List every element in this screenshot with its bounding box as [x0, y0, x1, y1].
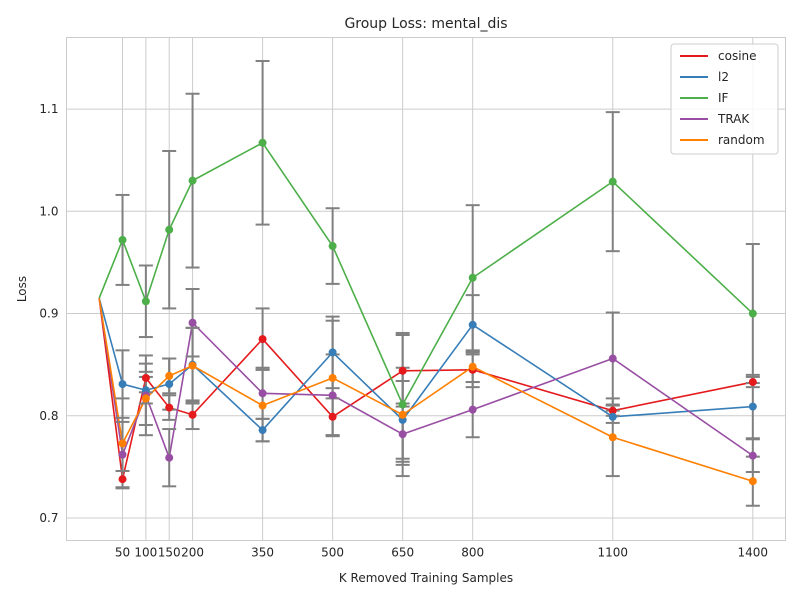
data-point-trak: [165, 453, 174, 462]
y-tick-labels: 0.7 0.8 0.9 1.0 1.1: [39, 102, 58, 525]
data-point-random: [165, 371, 174, 380]
x-tick-label: 350: [251, 546, 274, 560]
x-axis-label: K Removed Training Samples: [339, 571, 513, 585]
data-point-random: [468, 362, 477, 371]
data-point-random: [608, 433, 617, 442]
data-point-cosine: [165, 403, 174, 412]
legend-label-random: random: [718, 133, 765, 147]
x-tick-label: 650: [391, 546, 414, 560]
legend-label-cosine: cosine: [718, 49, 757, 63]
data-point-cosine: [608, 406, 617, 415]
data-point-if: [188, 176, 197, 185]
data-point-cosine: [188, 410, 197, 419]
series-points: [118, 138, 757, 486]
x-tick-label: 200: [181, 546, 204, 560]
legend-label-trak: TRAK: [717, 112, 750, 126]
data-point-random: [748, 477, 757, 486]
data-point-trak: [608, 354, 617, 363]
data-point-cosine: [328, 412, 337, 421]
data-point-l2: [165, 380, 174, 389]
data-point-if: [398, 400, 407, 409]
data-point-l2: [748, 402, 757, 411]
data-point-if: [165, 225, 174, 234]
data-point-random: [188, 361, 197, 370]
data-point-if: [328, 242, 337, 251]
data-point-random: [118, 439, 127, 448]
data-point-l2: [468, 320, 477, 329]
data-point-l2: [608, 412, 617, 421]
data-point-random: [141, 394, 150, 403]
data-point-random: [258, 401, 267, 410]
data-point-l2: [258, 426, 267, 435]
data-point-trak: [118, 450, 127, 459]
data-point-trak: [328, 391, 337, 400]
x-tick-label: 1400: [738, 546, 769, 560]
data-point-if: [468, 273, 477, 282]
data-point-if: [258, 138, 267, 147]
chart-title: Group Loss: mental_dis: [344, 16, 507, 32]
data-point-cosine: [118, 475, 127, 484]
x-tick-label: 150: [158, 546, 181, 560]
y-tick-label: 0.7: [39, 511, 58, 525]
x-tick-label: 50: [115, 546, 130, 560]
legend-label-if: IF: [718, 91, 729, 105]
y-gridlines: [66, 108, 786, 519]
legend-label-l2: l2: [718, 70, 729, 84]
x-tick-label: 1100: [597, 546, 628, 560]
data-point-random: [328, 373, 337, 382]
data-point-random: [398, 410, 407, 419]
data-point-trak: [398, 430, 407, 439]
data-point-if: [608, 177, 617, 186]
x-tick-labels: 50 100 150 200 350 500 650 800 1100 1400: [115, 546, 768, 560]
x-tick-label: 800: [461, 546, 484, 560]
x-tick-label: 100: [134, 546, 157, 560]
legend-box: [670, 43, 779, 155]
y-tick-label: 1.0: [39, 204, 58, 218]
y-tick-label: 0.8: [39, 409, 58, 423]
y-tick-label: 1.1: [39, 102, 58, 116]
data-point-trak: [258, 389, 267, 398]
x-tick-label: 500: [321, 546, 344, 560]
y-tick-label: 0.9: [39, 307, 58, 321]
data-point-cosine: [398, 366, 407, 375]
data-point-cosine: [748, 378, 757, 387]
y-axis-label: Loss: [15, 276, 29, 302]
data-point-trak: [748, 451, 757, 460]
data-point-trak: [468, 405, 477, 414]
data-point-cosine: [258, 335, 267, 344]
data-point-cosine: [141, 373, 150, 382]
data-point-trak: [188, 318, 197, 327]
data-point-if: [141, 297, 150, 306]
data-point-if: [118, 235, 127, 244]
legend: cosine l2 IF TRAK random: [670, 43, 779, 155]
data-point-l2: [118, 380, 127, 389]
data-point-l2: [328, 348, 337, 357]
data-point-if: [748, 309, 757, 318]
